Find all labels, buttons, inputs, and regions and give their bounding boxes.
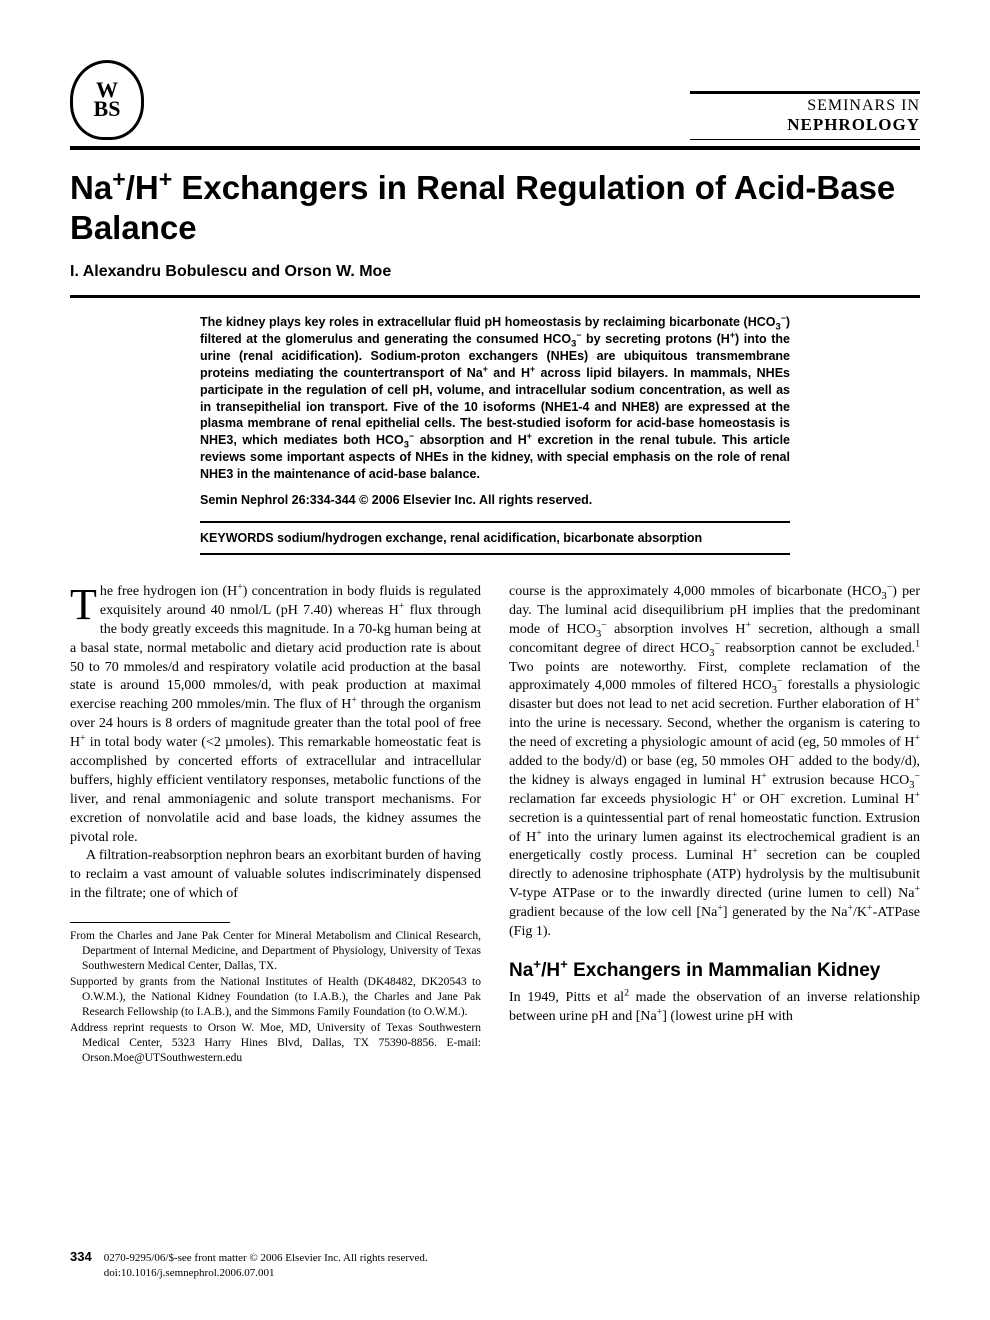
journal-line2: NEPHROLOGY: [690, 115, 920, 135]
authors-rule: [70, 295, 920, 298]
abstract-block: The kidney plays key roles in extracellu…: [70, 314, 920, 507]
footnote-3: Address reprint requests to Orson W. Moe…: [70, 1021, 481, 1066]
journal-rule-top: [690, 91, 920, 94]
section-heading: Na+/H+ Exchangers in Mammalian Kidney: [509, 960, 920, 983]
right-column: course is the approximately 4,000 mmoles…: [509, 583, 920, 1067]
dropcap: T: [70, 583, 100, 623]
body-columns: T he free hydrogen ion (H+) concentratio…: [70, 583, 920, 1067]
footer-line1: 0270-9295/06/$-see front matter © 2006 E…: [104, 1252, 428, 1264]
body-p1: T he free hydrogen ion (H+) concentratio…: [70, 583, 481, 847]
logo-text: W BS: [94, 81, 121, 118]
keywords-rule-top: [200, 521, 790, 523]
footer-text: 0270-9295/06/$-see front matter © 2006 E…: [104, 1251, 428, 1280]
abstract-text: The kidney plays key roles in extracellu…: [200, 314, 790, 483]
footnote-2: Supported by grants from the National In…: [70, 975, 481, 1020]
footnote-1: From the Charles and Jane Pak Center for…: [70, 929, 481, 974]
article-title: Na+/H+ Exchangers in Renal Regulation of…: [70, 168, 920, 247]
journal-line1: SEMINARS IN: [690, 97, 920, 115]
keywords-row: KEYWORDS sodium/hydrogen exchange, renal…: [70, 531, 920, 545]
header-row: W BS SEMINARS IN NEPHROLOGY: [70, 60, 920, 140]
keywords-rule-bot: [200, 553, 790, 555]
journal-rule-bot: [690, 139, 920, 140]
publisher-logo: W BS: [70, 60, 144, 140]
keywords-label: KEYWORDS: [200, 531, 274, 545]
footnotes: From the Charles and Jane Pak Center for…: [70, 929, 481, 1065]
article-authors: I. Alexandru Bobulescu and Orson W. Moe: [70, 263, 920, 281]
body-p2: A filtration-reabsorption nephron bears …: [70, 847, 481, 904]
page-number: 334: [70, 1249, 92, 1264]
journal-name-block: SEMINARS IN NEPHROLOGY: [690, 91, 920, 140]
left-column: T he free hydrogen ion (H+) concentratio…: [70, 583, 481, 1067]
p1-text: he free hydrogen ion (H+) concentration …: [70, 584, 481, 845]
body-p3: course is the approximately 4,000 mmoles…: [509, 583, 920, 942]
keywords-text: sodium/hydrogen exchange, renal acidific…: [277, 531, 702, 545]
copyright-line: Semin Nephrol 26:334-344 © 2006 Elsevier…: [200, 493, 790, 507]
footer-line2: doi:10.1016/j.semnephrol.2006.07.001: [104, 1267, 275, 1279]
body-p4: In 1949, Pitts et al2 made the observati…: [509, 989, 920, 1027]
title-rule-top: [70, 146, 920, 150]
footnote-rule: [70, 922, 230, 923]
page-footer: 334 0270-9295/06/$-see front matter © 20…: [70, 1249, 920, 1280]
